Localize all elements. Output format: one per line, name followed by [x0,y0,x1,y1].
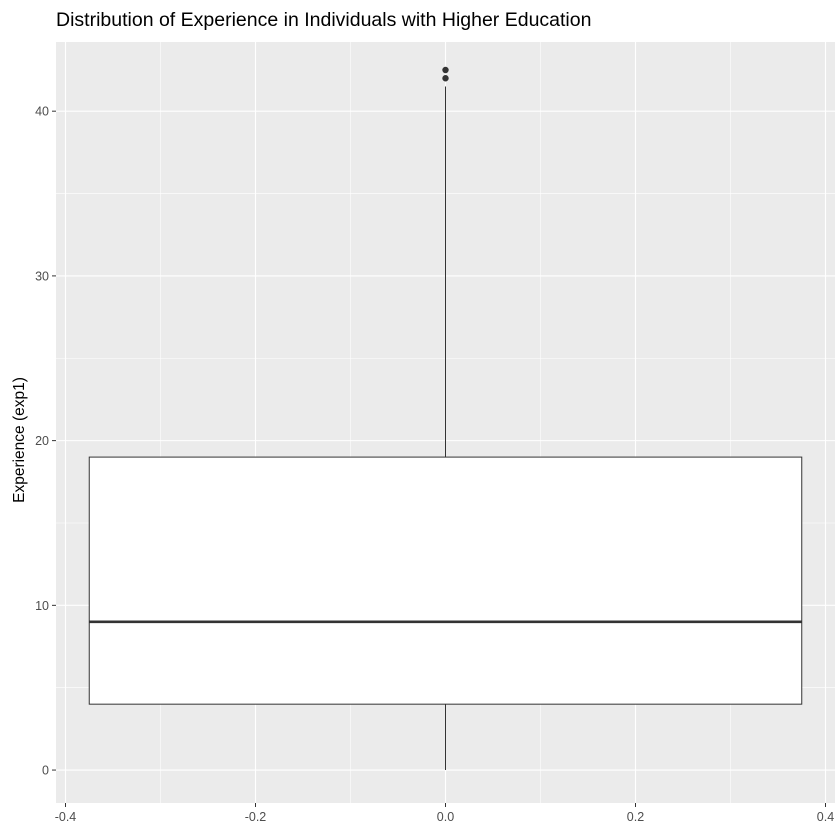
chart-title: Distribution of Experience in Individual… [56,9,591,31]
outlier-point [442,66,449,74]
y-tick-label: 10 [35,599,49,613]
y-tick-label: 20 [35,434,49,448]
x-tick-label: 0.2 [627,810,644,824]
x-tick-label: -0.2 [245,810,267,824]
y-tick-label: 30 [35,269,49,283]
plot-panel: 0 10 20 30 40 -0.4 -0.2 0.0 0.2 0.4 [35,42,835,824]
interquartile-box [88,456,803,705]
y-tick-label: 0 [42,764,49,778]
outlier-point [442,75,449,82]
x-tick-label: 0.0 [437,810,454,824]
y-tick-label: 40 [35,105,49,119]
x-tick-label: -0.4 [55,810,77,824]
y-axis-label: Experience (exp1) [11,377,28,503]
x-tick-label: 0.4 [817,810,834,824]
